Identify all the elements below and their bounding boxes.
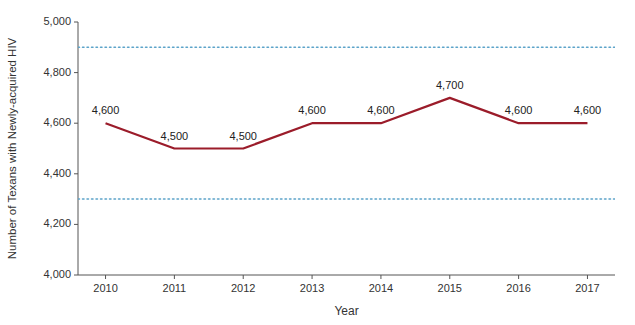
x-tick <box>243 275 244 279</box>
x-axis-line <box>78 275 615 276</box>
x-tick <box>518 275 519 279</box>
x-tick <box>105 275 106 279</box>
reference-line <box>78 198 615 200</box>
data-label: 4,600 <box>367 104 395 116</box>
y-tick <box>74 22 78 23</box>
x-axis-label: Year <box>334 304 358 318</box>
y-tick <box>74 173 78 174</box>
x-tick <box>587 275 588 279</box>
y-axis-line <box>78 22 79 275</box>
reference-line <box>78 47 615 49</box>
data-label: 4,600 <box>92 104 120 116</box>
data-line <box>106 98 588 149</box>
data-label: 4,500 <box>229 130 257 142</box>
chart-container: 4,000 4,200 4,400 4,600 4,800 5,000 2010 2011 20… <box>0 0 635 325</box>
x-tick <box>449 275 450 279</box>
y-tick <box>74 72 78 73</box>
y-tick <box>74 224 78 225</box>
y-tick-label: 4,200 <box>43 217 71 229</box>
plot-area <box>78 47 615 199</box>
y-tick-label: 4,000 <box>43 268 71 280</box>
data-label: 4,600 <box>298 104 326 116</box>
x-tick-label: 2016 <box>506 282 530 294</box>
y-tick-label: 4,800 <box>43 66 71 78</box>
y-tick <box>74 275 78 276</box>
x-tick-label: 2015 <box>438 282 462 294</box>
chart: 4,000 4,200 4,400 4,600 4,800 5,000 2010 2011 20… <box>0 0 635 325</box>
x-tick-label: 2014 <box>369 282 393 294</box>
y-tick-label: 5,000 <box>43 15 71 27</box>
x-tick <box>312 275 313 279</box>
x-tick-label: 2011 <box>163 282 187 294</box>
y-tick-label: 4,600 <box>43 116 71 128</box>
data-label: 4,500 <box>161 130 189 142</box>
data-label: 4,700 <box>436 79 464 91</box>
x-tick-label: 2017 <box>575 282 599 294</box>
x-tick-label: 2010 <box>93 282 117 294</box>
data-label: 4,600 <box>505 104 533 116</box>
y-axis-label: Number of Texans with Newly-acquired HIV <box>6 37 18 259</box>
y-tick <box>74 123 78 124</box>
x-tick-label: 2013 <box>300 282 324 294</box>
data-label: 4,600 <box>574 104 602 116</box>
x-tick <box>380 275 381 279</box>
x-tick <box>174 275 175 279</box>
x-tick-label: 2012 <box>231 282 255 294</box>
y-tick-label: 4,400 <box>43 167 71 179</box>
